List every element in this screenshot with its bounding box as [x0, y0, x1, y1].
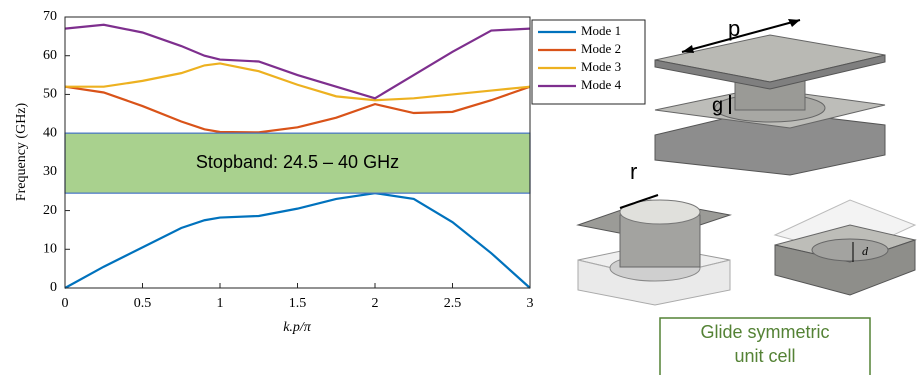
x-tick-label: 0: [62, 296, 69, 311]
y-tick-label: 10: [43, 242, 57, 257]
legend-label: Mode 4: [581, 77, 622, 92]
x-tick-label: 3: [527, 296, 534, 311]
y-axis-label: Frequency (GHz): [14, 102, 29, 201]
label-g: g: [712, 94, 723, 116]
caption-line: Glide symmetric: [700, 322, 829, 342]
y-tick-label: 60: [43, 48, 57, 63]
x-tick-label: 1.5: [289, 296, 307, 311]
label-d: d: [862, 244, 869, 258]
x-tick-label: 1: [217, 296, 224, 311]
label-r: r: [630, 159, 637, 184]
y-tick-label: 0: [50, 280, 57, 295]
label-p: p: [728, 16, 740, 41]
legend-label: Mode 2: [581, 41, 621, 56]
page: Frequency (GHz) k.p/π 0 10 20 30 40 50 60 70 0 0.…: [0, 0, 923, 375]
y-tick-label: 50: [43, 87, 57, 102]
y-tick-label: 20: [43, 203, 57, 218]
y-tick-label: 30: [43, 164, 57, 179]
legend-label: Mode 1: [581, 23, 621, 38]
x-tick-label: 2: [372, 296, 379, 311]
x-axis-label: k.p/π: [283, 320, 312, 335]
x-tick-label: 0.5: [134, 296, 152, 311]
y-tick-label: 70: [43, 9, 57, 24]
stopband-label: Stopband: 24.5 – 40 GHz: [196, 152, 399, 172]
caption-line: unit cell: [734, 346, 795, 366]
legend-label: Mode 3: [581, 59, 621, 74]
half-base-hole: [812, 239, 888, 261]
arrowhead: [682, 45, 694, 53]
top-plate: [655, 35, 885, 82]
y-tick-label: 40: [43, 125, 57, 140]
x-tick-label: 2.5: [444, 296, 462, 311]
